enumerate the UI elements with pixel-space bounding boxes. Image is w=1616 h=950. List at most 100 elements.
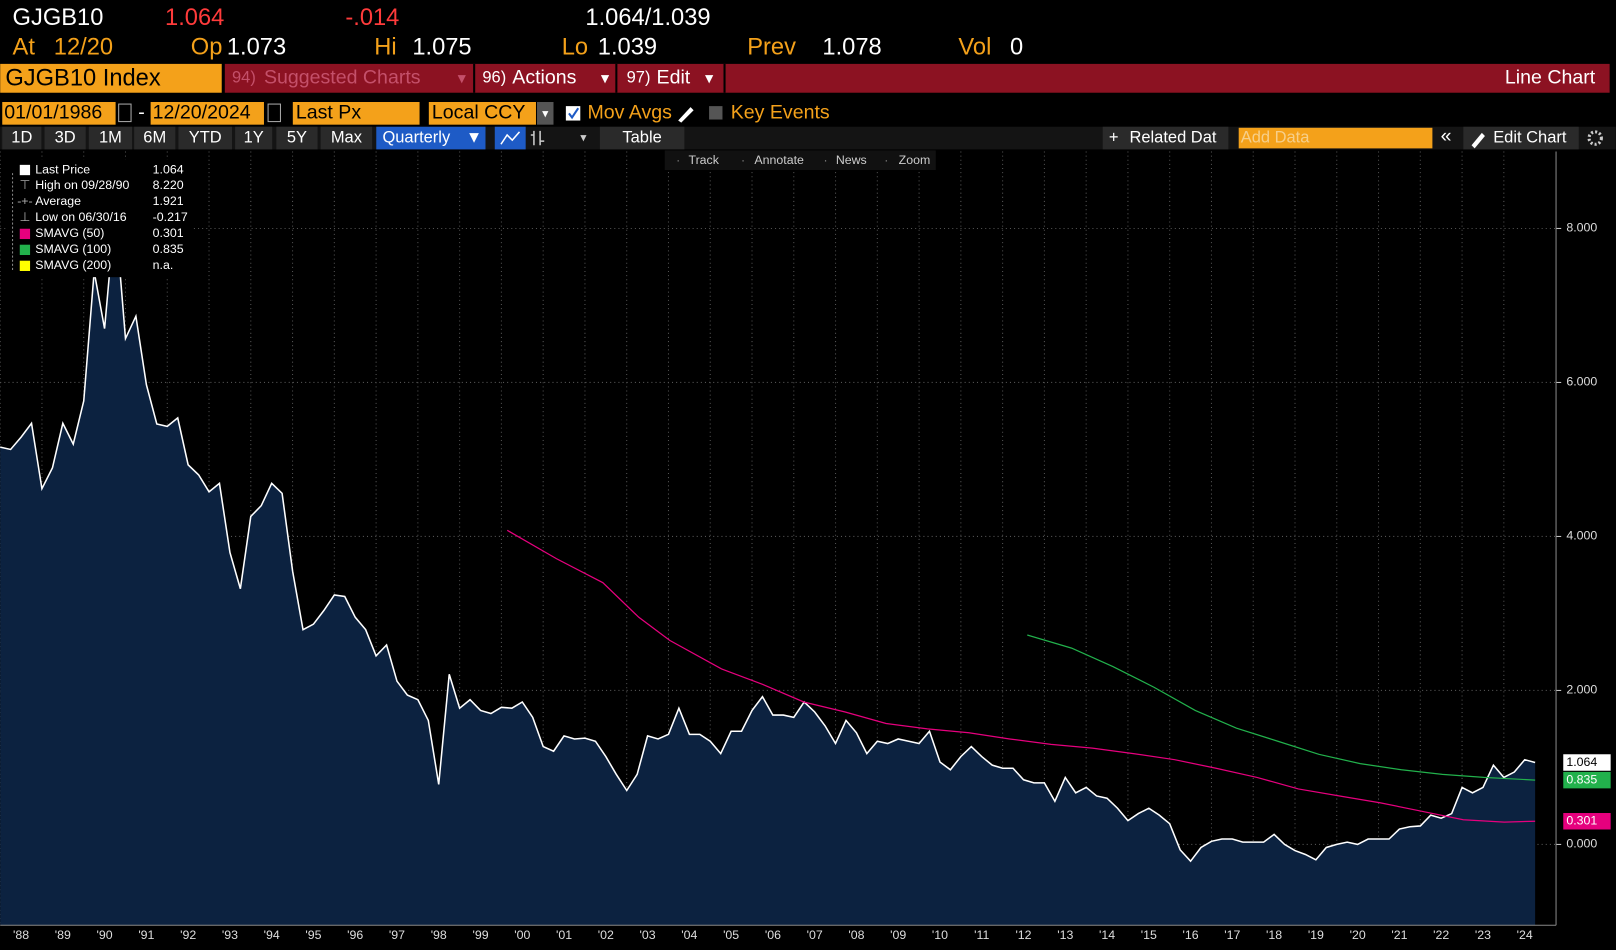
- field-value: 12/20: [54, 35, 113, 61]
- line: [506, 529, 1536, 823]
- range-btn[interactable]: [134, 126, 176, 150]
- edit-chart: Edit Chart: [1493, 128, 1567, 146]
- related-btn[interactable]: [1102, 126, 1229, 150]
- table-btn[interactable]: [599, 126, 685, 150]
- legend-swatch: [19, 228, 31, 240]
- legend-value: -0.217: [153, 210, 188, 224]
- x-tick-label: '09: [890, 928, 906, 942]
- legend-label: Low on 06/30/16: [35, 210, 127, 224]
- x-tick-label: '92: [180, 928, 196, 942]
- tool-icon: ·: [823, 153, 827, 167]
- edit-btn[interactable]: [1463, 126, 1579, 150]
- range-btn[interactable]: [178, 126, 233, 150]
- check: [568, 107, 580, 120]
- date-box[interactable]: [2, 102, 116, 125]
- menu-item[interactable]: Actions: [512, 66, 576, 88]
- caret: ▾: [705, 70, 713, 88]
- range-btn[interactable]: [88, 126, 133, 150]
- line: [0, 211, 1536, 863]
- x-tick-label: '12: [1015, 928, 1031, 942]
- range-label: Max: [331, 128, 363, 146]
- tool-icon: ·: [741, 153, 745, 167]
- y-tick-label: 0.000: [1566, 837, 1597, 851]
- x-tick-label: '96: [347, 928, 363, 942]
- legend-value: 8.220: [153, 178, 184, 192]
- field-value: 1.039: [598, 35, 657, 61]
- tool[interactable]: Annotate: [754, 153, 804, 167]
- x-tick-label: '02: [598, 928, 614, 942]
- axes: 0.000 2.000 4.000 6.000 8.000 '88 '89 '90 '91 '92…: [0, 151, 1611, 942]
- field-label: Vol: [958, 35, 991, 61]
- legend-icon: -+-: [17, 194, 32, 208]
- legend-icon: ⊤: [20, 178, 31, 192]
- menu-num: 94): [232, 69, 256, 87]
- x-tick-label: '08: [848, 928, 864, 942]
- bar-icon[interactable]: [530, 130, 545, 146]
- x-tick-label: '03: [640, 928, 656, 942]
- range-label: 3D: [55, 128, 76, 146]
- tool[interactable]: Track: [688, 153, 719, 167]
- x-tick-label: '07: [807, 928, 823, 942]
- x-tick-label: '99: [472, 928, 488, 942]
- x-tick-label: '90: [97, 928, 113, 942]
- gear[interactable]: [1587, 130, 1603, 146]
- legend-label: Last Price: [35, 162, 90, 176]
- field-value: 1.073: [227, 35, 286, 61]
- range-btn[interactable]: [276, 126, 318, 150]
- caret: ▾: [458, 70, 466, 88]
- range-btn[interactable]: [235, 126, 273, 150]
- x-tick-label: '04: [681, 928, 697, 942]
- ccy-box[interactable]: [428, 102, 536, 125]
- x-tick-label: '97: [389, 928, 405, 942]
- x-tick-label: '18: [1266, 928, 1282, 942]
- field-box[interactable]: [292, 102, 420, 125]
- collapse[interactable]: «: [1441, 125, 1452, 147]
- date-box[interactable]: [150, 102, 264, 125]
- add-data-box[interactable]: [1238, 127, 1433, 149]
- value-tag: [1563, 754, 1611, 771]
- value-tag-label: 1.064: [1566, 755, 1597, 769]
- mov-avgs[interactable]: Mov Avgs: [588, 102, 673, 124]
- range-btn[interactable]: [320, 126, 373, 150]
- range-btn[interactable]: [44, 126, 86, 150]
- range-label: YTD: [189, 128, 222, 146]
- cal-icon[interactable]: [118, 103, 132, 123]
- tool[interactable]: Zoom: [899, 153, 931, 167]
- x-tick-label: '14: [1099, 928, 1115, 942]
- tool[interactable]: News: [836, 153, 867, 167]
- x-tick-label: '00: [514, 928, 530, 942]
- y-tick-label: 6.000: [1566, 375, 1597, 389]
- cal-icon[interactable]: [267, 103, 281, 123]
- legend-label: SMAVG (50): [35, 226, 104, 240]
- range-btn[interactable]: [2, 126, 42, 150]
- fields: At 12/20 Op 1.073 Hi 1.075 Lo 1.039 Prev 1.078 Vol…: [13, 35, 1024, 61]
- legend-label: SMAVG (100): [35, 242, 111, 256]
- menu-item[interactable]: Suggested Charts: [264, 66, 421, 88]
- menu-item[interactable]: Edit: [657, 66, 691, 88]
- currency: Local CCY: [432, 102, 526, 124]
- period-box[interactable]: [376, 126, 486, 150]
- dash: -: [138, 102, 145, 124]
- ticker: GJGB10: [13, 5, 104, 31]
- security-box[interactable]: [0, 63, 222, 93]
- range-label: 1D: [11, 128, 32, 146]
- x-tick-label: '23: [1475, 928, 1491, 942]
- dropdown[interactable]: [537, 102, 554, 125]
- key-events[interactable]: Key Events: [731, 102, 830, 124]
- x-tick-label: '11: [974, 928, 989, 942]
- x-tick-label: '01: [556, 928, 572, 942]
- line: [1027, 634, 1536, 781]
- x-tick-label: '98: [431, 928, 447, 942]
- legend-label: SMAVG (200): [35, 258, 111, 272]
- chart-tools: [664, 150, 936, 171]
- x-tick-label: '20: [1350, 928, 1366, 942]
- legend-swatch: [19, 244, 31, 256]
- field-label: Prev: [747, 35, 796, 61]
- menu-num: 96): [482, 69, 506, 87]
- field-label: At: [13, 35, 36, 61]
- table: Table: [622, 128, 661, 146]
- pencil[interactable]: [678, 107, 694, 123]
- checkbox[interactable]: [709, 106, 723, 120]
- legend-value: n.a.: [153, 258, 174, 272]
